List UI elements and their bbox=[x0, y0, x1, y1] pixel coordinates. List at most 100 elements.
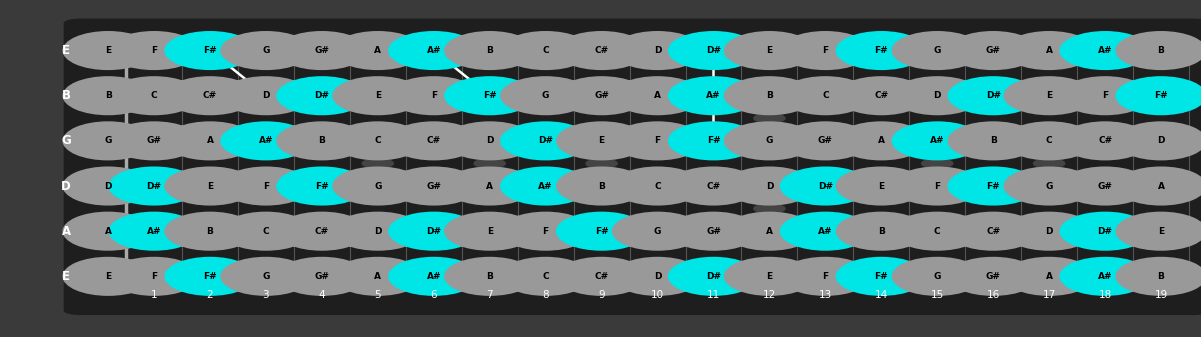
Ellipse shape bbox=[500, 76, 591, 115]
Ellipse shape bbox=[62, 31, 154, 70]
Ellipse shape bbox=[62, 166, 154, 206]
Text: D: D bbox=[104, 182, 112, 190]
Ellipse shape bbox=[500, 257, 591, 296]
Circle shape bbox=[586, 159, 617, 168]
Text: F: F bbox=[151, 272, 157, 281]
Ellipse shape bbox=[500, 212, 591, 251]
Text: B: B bbox=[104, 91, 112, 100]
Text: F: F bbox=[823, 272, 829, 281]
Text: G: G bbox=[933, 272, 940, 281]
Ellipse shape bbox=[724, 121, 815, 160]
Text: F#: F# bbox=[986, 182, 1000, 190]
Ellipse shape bbox=[724, 31, 815, 70]
Text: B: B bbox=[598, 182, 605, 190]
Text: A: A bbox=[1046, 272, 1052, 281]
Text: C: C bbox=[151, 91, 157, 100]
Ellipse shape bbox=[1116, 76, 1201, 115]
Ellipse shape bbox=[220, 257, 311, 296]
Text: D#: D# bbox=[706, 272, 721, 281]
Text: F#: F# bbox=[203, 272, 217, 281]
Ellipse shape bbox=[836, 76, 927, 115]
Ellipse shape bbox=[388, 257, 479, 296]
Circle shape bbox=[474, 159, 506, 168]
Ellipse shape bbox=[1116, 212, 1201, 251]
Ellipse shape bbox=[948, 212, 1039, 251]
Text: 17: 17 bbox=[1042, 290, 1056, 300]
Text: F#: F# bbox=[874, 272, 888, 281]
Ellipse shape bbox=[668, 257, 759, 296]
Text: G#: G# bbox=[818, 136, 832, 145]
Ellipse shape bbox=[556, 121, 647, 160]
Text: 6: 6 bbox=[430, 290, 437, 300]
Ellipse shape bbox=[1116, 257, 1201, 296]
Text: A#: A# bbox=[1098, 272, 1112, 281]
Text: A: A bbox=[1046, 46, 1052, 55]
Text: B: B bbox=[486, 46, 494, 55]
Text: G#: G# bbox=[594, 91, 609, 100]
Text: G#: G# bbox=[986, 46, 1000, 55]
Ellipse shape bbox=[611, 166, 704, 206]
Ellipse shape bbox=[1059, 212, 1151, 251]
Text: F#: F# bbox=[874, 46, 888, 55]
Text: E: E bbox=[1046, 91, 1052, 100]
Text: G: G bbox=[104, 136, 112, 145]
Circle shape bbox=[754, 114, 785, 123]
Ellipse shape bbox=[62, 257, 154, 296]
Ellipse shape bbox=[276, 212, 368, 251]
Ellipse shape bbox=[1004, 166, 1095, 206]
Text: C: C bbox=[375, 136, 381, 145]
Text: B: B bbox=[486, 272, 494, 281]
Text: 13: 13 bbox=[819, 290, 832, 300]
Text: D: D bbox=[1158, 136, 1165, 145]
Circle shape bbox=[754, 204, 785, 213]
Ellipse shape bbox=[62, 121, 154, 160]
Text: D: D bbox=[1045, 227, 1053, 236]
Ellipse shape bbox=[388, 76, 479, 115]
Text: D#: D# bbox=[986, 91, 1000, 100]
Ellipse shape bbox=[276, 166, 368, 206]
Text: B: B bbox=[990, 136, 997, 145]
Text: A#: A# bbox=[930, 136, 944, 145]
Text: C: C bbox=[934, 227, 940, 236]
Ellipse shape bbox=[1116, 166, 1201, 206]
Text: A: A bbox=[207, 136, 214, 145]
Ellipse shape bbox=[108, 76, 199, 115]
Text: E: E bbox=[766, 272, 772, 281]
Text: A: A bbox=[766, 227, 773, 236]
Text: G: G bbox=[375, 182, 382, 190]
Ellipse shape bbox=[388, 31, 479, 70]
Text: G: G bbox=[933, 46, 940, 55]
Ellipse shape bbox=[668, 166, 759, 206]
Ellipse shape bbox=[500, 31, 591, 70]
Text: G#: G# bbox=[706, 227, 721, 236]
Text: F: F bbox=[263, 182, 269, 190]
Ellipse shape bbox=[1004, 31, 1095, 70]
Ellipse shape bbox=[220, 121, 311, 160]
Text: C: C bbox=[543, 272, 549, 281]
Text: E: E bbox=[598, 136, 604, 145]
Text: 12: 12 bbox=[763, 290, 776, 300]
Text: F#: F# bbox=[594, 227, 609, 236]
Text: F: F bbox=[151, 46, 157, 55]
Text: F: F bbox=[431, 91, 437, 100]
Ellipse shape bbox=[165, 212, 256, 251]
Ellipse shape bbox=[276, 121, 368, 160]
Circle shape bbox=[921, 159, 952, 168]
Ellipse shape bbox=[220, 76, 311, 115]
Text: F#: F# bbox=[203, 46, 217, 55]
Text: F: F bbox=[823, 46, 829, 55]
Ellipse shape bbox=[276, 76, 368, 115]
Ellipse shape bbox=[779, 121, 871, 160]
Ellipse shape bbox=[779, 166, 871, 206]
Ellipse shape bbox=[891, 31, 982, 70]
Ellipse shape bbox=[668, 212, 759, 251]
Text: D#: D# bbox=[1098, 227, 1112, 236]
Ellipse shape bbox=[333, 31, 424, 70]
Text: C#: C# bbox=[986, 227, 1000, 236]
Text: C: C bbox=[821, 91, 829, 100]
Text: E: E bbox=[207, 182, 213, 190]
Ellipse shape bbox=[779, 31, 871, 70]
Ellipse shape bbox=[556, 76, 647, 115]
Text: E: E bbox=[104, 272, 112, 281]
Ellipse shape bbox=[1059, 31, 1151, 70]
